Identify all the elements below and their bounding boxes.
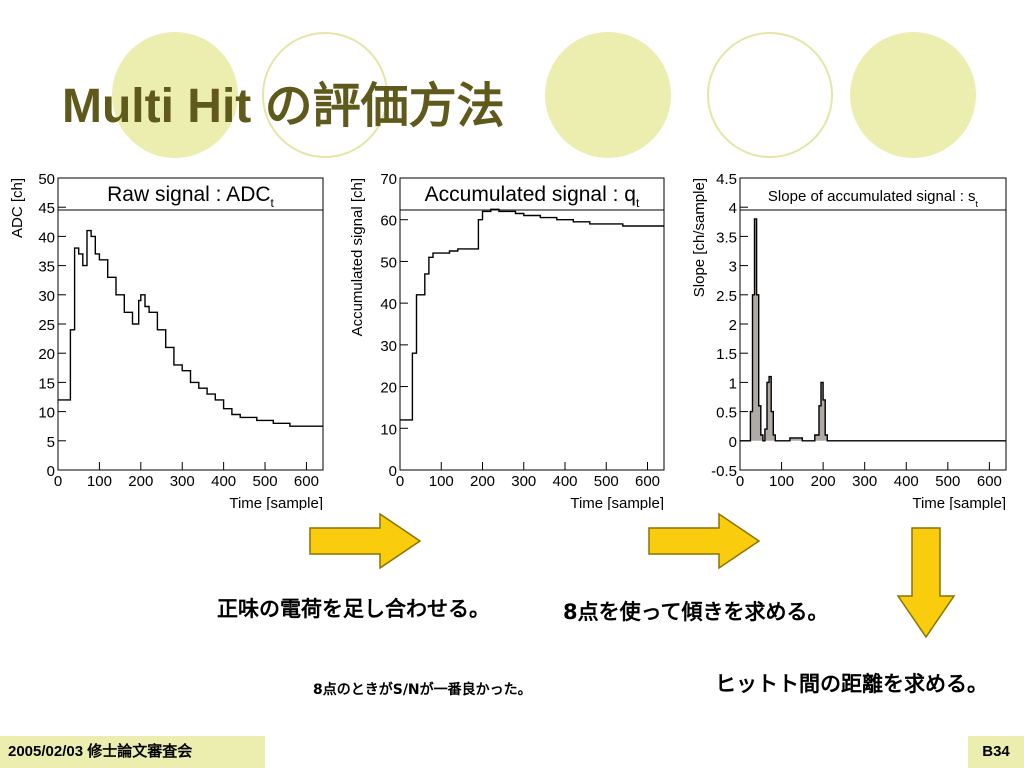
caption-slope: 8点を使って傾きを求める。: [563, 600, 829, 624]
chart-title: Raw signal : ADCt: [107, 183, 274, 210]
slope-area: [740, 218, 1006, 441]
y-tick-label: 50: [38, 171, 55, 188]
y-tick-label: 10: [380, 421, 397, 438]
y-tick-label: 2.5: [716, 288, 737, 305]
arrow-right-icon-2: [648, 512, 761, 570]
x-tick-label: 500: [253, 473, 278, 490]
caption-distance: ヒットト間の距離を求める。: [715, 672, 988, 696]
x-tick-label: 400: [894, 473, 919, 490]
chart-title-box: [399, 177, 665, 211]
y-tick-label: 0: [729, 434, 737, 451]
x-tick-label: 500: [594, 473, 619, 490]
y-tick-label: 3: [729, 259, 737, 276]
decor-circle-4: [707, 32, 833, 158]
x-tick-label: 100: [429, 473, 454, 490]
x-tick-label: 0: [54, 473, 62, 490]
x-tick-label: 400: [552, 473, 577, 490]
x-tick-label: 0: [736, 473, 744, 490]
data-line: [400, 208, 664, 421]
y-tick-label: 0: [47, 463, 55, 480]
x-tick-label: 100: [87, 473, 112, 490]
y-tick-label: 0.5: [716, 405, 737, 422]
y-tick-label: 0: [389, 463, 397, 480]
y-tick-label: 1: [729, 375, 737, 392]
x-tick-label: 200: [470, 473, 495, 490]
caption-best: 8点のときがS/Nが一番良かった。: [313, 682, 532, 698]
y-tick-label: 70: [380, 171, 397, 188]
caption-sum: 正味の電荷を足し合わせる。: [217, 597, 490, 621]
y-tick-label: 25: [38, 317, 55, 334]
footer-page-number: B34: [968, 736, 1024, 768]
arrow-right-icon: [309, 512, 422, 570]
plot-frame: [399, 209, 665, 471]
y-tick-label: -0.5: [711, 463, 737, 480]
plot-frame: [57, 209, 324, 471]
x-axis-label: Time [sample]: [570, 495, 664, 510]
x-tick-label: 300: [170, 473, 195, 490]
y-tick-label: 30: [38, 288, 55, 305]
x-tick-label: 500: [935, 473, 960, 490]
arrow-down-icon: [896, 527, 956, 639]
data-line: [740, 218, 1006, 442]
data-line: [58, 229, 323, 427]
y-tick-label: 2: [729, 317, 737, 334]
decor-circle-5: [850, 32, 976, 158]
x-tick-label: 0: [396, 473, 404, 490]
y-tick-label: 35: [38, 259, 55, 276]
chart-title-box: [739, 177, 1007, 211]
x-tick-label: 300: [852, 473, 877, 490]
x-tick-label: 400: [211, 473, 236, 490]
x-tick-label: 600: [635, 473, 660, 490]
slope-chart: Slope of accumulated signal : st-0.500.5…: [691, 171, 1007, 510]
accumulated-signal-chart: Accumulated signal : qt 0 10 20 30 40 50 60 70 0 1…: [349, 171, 665, 510]
y-axis-label: Accumulated signal [ch]: [349, 178, 366, 336]
y-tick-label: 4: [729, 200, 737, 217]
chart-title-box: [57, 177, 324, 211]
x-tick-label: 200: [811, 473, 836, 490]
x-axis-label: Time [sample]: [912, 495, 1006, 510]
y-tick-label: 50: [380, 254, 397, 271]
x-tick-label: 600: [977, 473, 1002, 490]
y-tick-label: 15: [38, 375, 55, 392]
y-tick-label: 20: [38, 346, 55, 363]
y-axis-label: ADC [ch]: [9, 178, 26, 238]
x-tick-label: 100: [769, 473, 794, 490]
x-tick-label: 200: [128, 473, 153, 490]
y-tick-label: 3.5: [716, 229, 737, 246]
y-tick-label: 1.5: [716, 346, 737, 363]
y-tick-label: 4.5: [716, 171, 737, 188]
y-tick-label: 10: [38, 405, 55, 422]
y-tick-label: 45: [38, 200, 55, 217]
page-title: Multi Hit の評価方法: [62, 80, 505, 133]
chart-title: Accumulated signal : qt: [425, 183, 640, 210]
y-tick-label: 40: [380, 296, 397, 313]
y-axis-label: Slope [ch/sample]: [691, 178, 708, 297]
chart-title: Slope of accumulated signal : st: [768, 188, 979, 209]
y-tick-label: 5: [47, 434, 55, 451]
y-tick-label: 20: [380, 380, 397, 397]
y-tick-label: 40: [38, 229, 55, 246]
x-axis-label: Time [sample]: [229, 495, 323, 510]
y-tick-label: 30: [380, 338, 397, 355]
plot-frame: [739, 209, 1007, 471]
y-tick-label: 60: [380, 213, 397, 230]
x-tick-label: 600: [294, 473, 319, 490]
x-tick-label: 300: [511, 473, 536, 490]
footer-date: 2005/02/03 修士論文審査会: [0, 736, 265, 768]
decor-circle-1: [112, 32, 238, 158]
decor-circle-2: [262, 32, 388, 158]
decor-circle-3: [545, 32, 671, 158]
